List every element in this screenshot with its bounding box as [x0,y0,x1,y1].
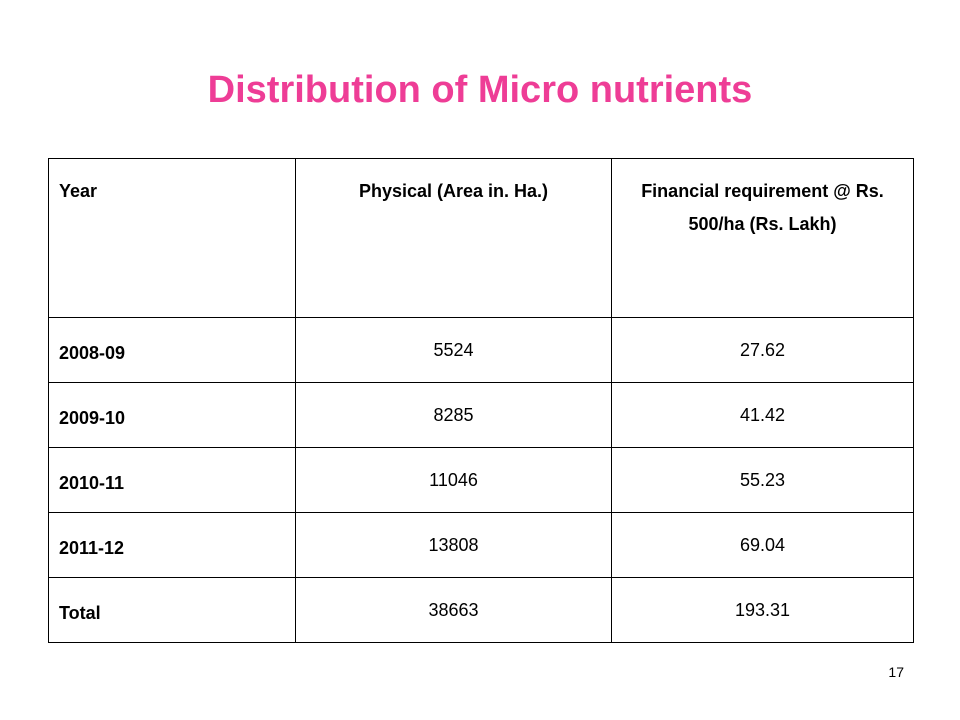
table-row: 2010-11 11046 55.23 [48,447,914,513]
header-financial: Financial requirement @ Rs. 500/ha (Rs. … [611,158,914,318]
table-header-row: Year Physical (Area in. Ha.) Financial r… [48,158,914,318]
row-financial: 27.62 [611,317,914,383]
row-financial: 69.04 [611,512,914,578]
row-physical: 11046 [295,447,612,513]
header-physical: Physical (Area in. Ha.) [295,158,612,318]
table-row: 2009-10 8285 41.42 [48,382,914,448]
row-year: Total [48,577,296,643]
row-year: 2011-12 [48,512,296,578]
table-row: 2011-12 13808 69.04 [48,512,914,578]
table-row: 2008-09 5524 27.62 [48,317,914,383]
table-row-total: Total 38663 193.31 [48,577,914,643]
row-physical: 5524 [295,317,612,383]
row-year: 2008-09 [48,317,296,383]
row-physical: 38663 [295,577,612,643]
row-financial: 55.23 [611,447,914,513]
row-financial: 41.42 [611,382,914,448]
micronutrient-table: Year Physical (Area in. Ha.) Financial r… [48,158,914,643]
row-physical: 8285 [295,382,612,448]
row-physical: 13808 [295,512,612,578]
page-number: 17 [888,664,904,680]
row-year: 2009-10 [48,382,296,448]
row-financial: 193.31 [611,577,914,643]
slide-title: Distribution of Micro nutrients [207,69,753,111]
row-year: 2010-11 [48,447,296,513]
header-financial-label: Financial requirement @ Rs. 500/ha (Rs. … [641,181,884,234]
header-year: Year [48,158,296,318]
